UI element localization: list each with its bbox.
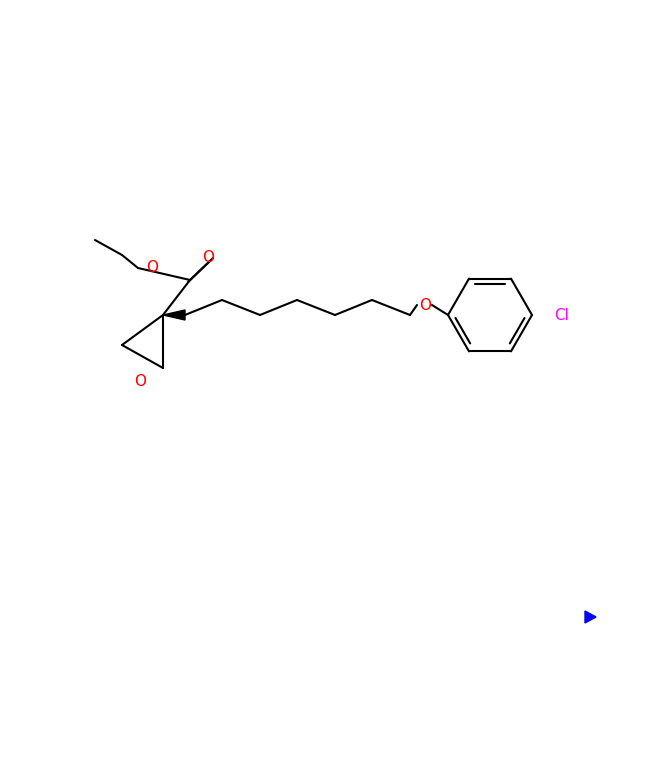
Text: Cl: Cl (554, 307, 569, 323)
Polygon shape (163, 310, 185, 320)
Text: O: O (202, 250, 214, 266)
Text: O: O (134, 374, 146, 389)
Polygon shape (585, 611, 596, 623)
Text: O: O (419, 298, 431, 313)
Text: O: O (146, 260, 158, 276)
